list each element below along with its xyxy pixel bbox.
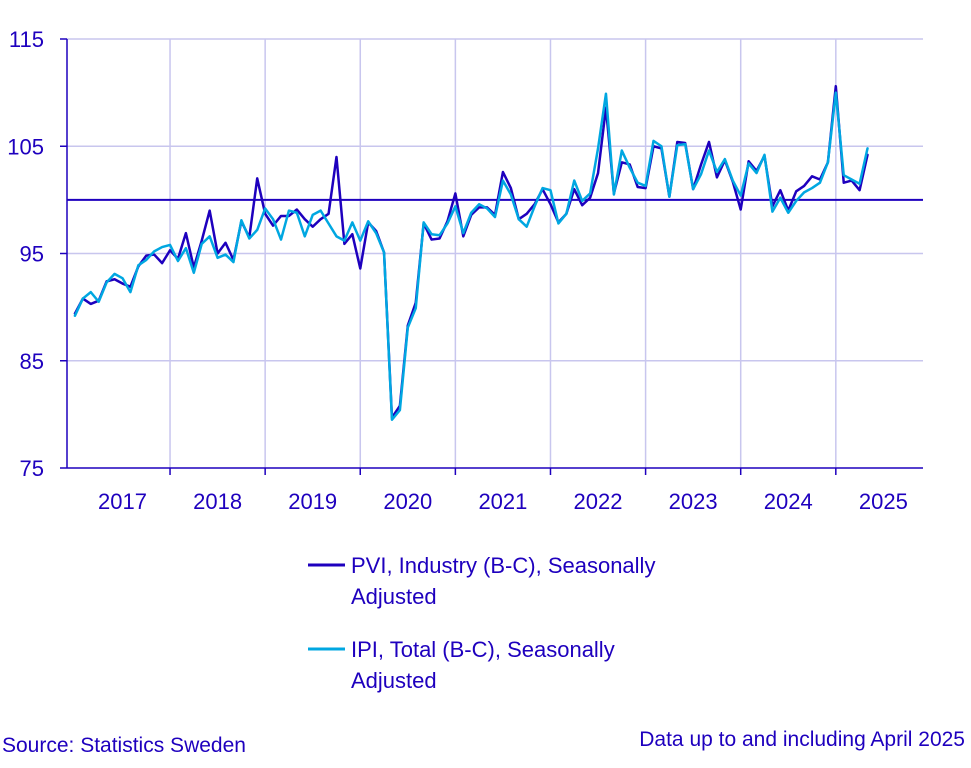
data-coverage-note: Data up to and including April 2025 bbox=[639, 728, 965, 751]
x-tick-label: 2017 bbox=[98, 489, 147, 514]
x-tick-label: 2025 bbox=[859, 489, 908, 514]
axes: 75 85 95 105 115 2017 2018 2019 2020 2021 2022 2023… bbox=[7, 27, 923, 514]
legend-entry-pvi: PVI, Industry (B-C), Seasonally Adjusted bbox=[308, 553, 655, 609]
legend-label-ipi-line1: IPI, Total (B-C), Seasonally bbox=[351, 637, 615, 662]
legend-label-pvi-line2: Adjusted bbox=[351, 584, 437, 609]
series-lines bbox=[73, 84, 869, 421]
x-tick-label: 2021 bbox=[478, 489, 527, 514]
y-tick-label: 105 bbox=[7, 134, 44, 159]
x-tick-label: 2022 bbox=[574, 489, 623, 514]
y-tick-label: 75 bbox=[20, 456, 44, 481]
x-tick-label: 2019 bbox=[288, 489, 337, 514]
y-tick-label: 115 bbox=[9, 27, 44, 52]
x-tick-label: 2024 bbox=[764, 489, 813, 514]
legend-label-pvi-line1: PVI, Industry (B-C), Seasonally bbox=[351, 553, 655, 578]
legend-entry-ipi: IPI, Total (B-C), Seasonally Adjusted bbox=[308, 637, 615, 693]
x-tick-label: 2023 bbox=[669, 489, 718, 514]
y-tick-label: 85 bbox=[20, 349, 44, 374]
legend: PVI, Industry (B-C), Seasonally Adjusted… bbox=[308, 553, 655, 693]
series-line-ipi bbox=[73, 91, 869, 421]
gridlines bbox=[67, 38, 923, 468]
x-tick-label: 2020 bbox=[383, 489, 432, 514]
x-tick-label: 2018 bbox=[193, 489, 242, 514]
source-note: Source: Statistics Sweden bbox=[2, 734, 246, 757]
legend-label-ipi-line2: Adjusted bbox=[351, 668, 437, 693]
y-tick-label: 95 bbox=[20, 242, 44, 267]
series-line-pvi bbox=[73, 84, 869, 419]
